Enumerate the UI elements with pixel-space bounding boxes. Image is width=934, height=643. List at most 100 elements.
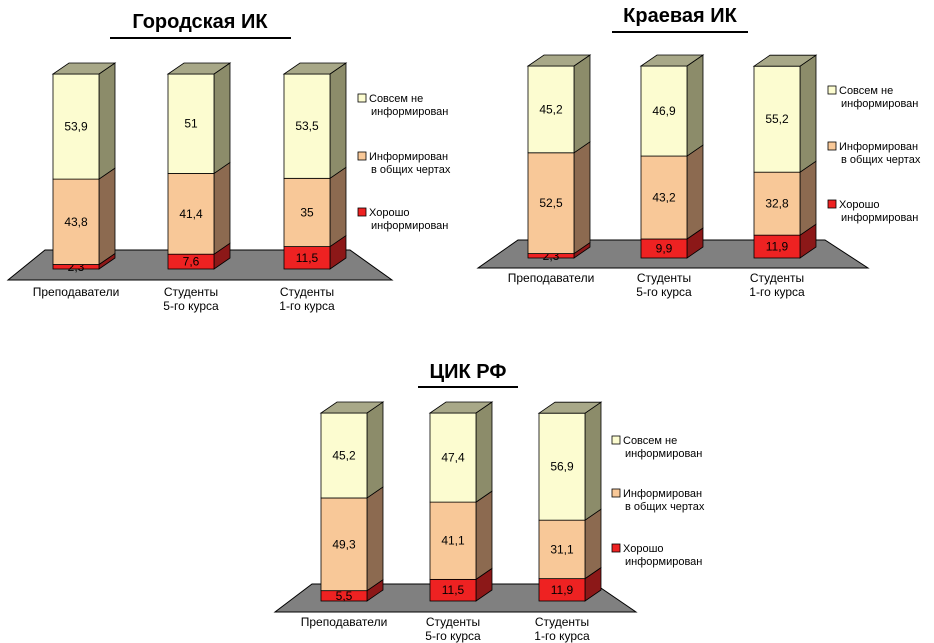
chart-title: Краевая ИК [623, 5, 737, 27]
bar-segment [52, 178, 100, 265]
bar-segment [538, 519, 586, 580]
legend-swatch [611, 488, 621, 498]
legend-label: Совсем не [839, 85, 893, 97]
data-label: 11,9 [766, 240, 789, 254]
bar-top [752, 54, 818, 67]
category-label: Студенты [426, 615, 480, 629]
legend-swatch [357, 93, 367, 103]
category-label: 5-го курса [425, 629, 481, 643]
bar-segment [640, 65, 688, 157]
bar-side [573, 141, 591, 255]
data-label: 7,6 [183, 255, 200, 269]
legend-swatch [827, 85, 837, 95]
bar-side [213, 161, 231, 255]
bar-segment [283, 177, 331, 247]
data-label: 53,5 [295, 119, 319, 133]
legend-swatch [827, 199, 837, 209]
bar-side [573, 54, 591, 154]
category-label: Студенты [535, 615, 589, 629]
bar-top [319, 401, 385, 414]
bar-side [98, 167, 116, 266]
legend-label: информирован [371, 220, 448, 232]
bar-segment [52, 73, 100, 180]
legend-label: информирован [371, 106, 448, 118]
legend-label: информирован [625, 448, 702, 460]
bar-top [166, 62, 232, 75]
bar-side [584, 508, 602, 580]
data-label: 11,5 [442, 583, 465, 597]
bar-segment [429, 501, 477, 580]
legend-label: в общих чертах [625, 501, 705, 513]
legend-swatch [357, 151, 367, 161]
data-label: 43,8 [64, 215, 88, 229]
data-label: 52,5 [539, 196, 563, 210]
bar-top [428, 401, 494, 414]
category-label: Студенты [280, 285, 334, 299]
legend-swatch [827, 141, 837, 151]
bar-segment [538, 412, 586, 521]
category-label: 1-го курса [534, 629, 590, 643]
data-label: 43,2 [652, 191, 676, 205]
legend-swatch [611, 543, 621, 553]
category-label: 1-го курса [749, 285, 805, 299]
bar-side [329, 166, 347, 248]
bar-segment [320, 412, 368, 499]
data-label: 49,3 [332, 537, 356, 551]
legend-label: информирован [625, 556, 702, 568]
legend-swatch [357, 207, 367, 217]
bar-segment [320, 497, 368, 592]
legend-label: Хорошо [369, 207, 410, 219]
data-label: 9,9 [656, 241, 673, 255]
data-label: 45,2 [332, 448, 356, 462]
bar-segment [753, 65, 801, 173]
legend-swatch [611, 435, 621, 445]
bar-side [366, 401, 384, 499]
category-label: 5-го курса [636, 285, 692, 299]
bar-side [584, 401, 602, 521]
data-label: 41,4 [179, 207, 203, 221]
category-label: 1-го курса [279, 299, 335, 313]
legend-label: Совсем не [369, 93, 423, 105]
legend-label: информирован [841, 212, 918, 224]
data-label: 35 [300, 205, 314, 219]
category-label: Преподаватели [301, 615, 388, 629]
data-label: 51 [184, 117, 198, 131]
bar-segment [640, 155, 688, 240]
bar-side [366, 486, 384, 592]
bar-top [526, 54, 592, 67]
data-label: 56,9 [550, 460, 574, 474]
legend-label: Хорошо [839, 199, 880, 211]
bar-side [475, 401, 493, 503]
category-label: Преподаватели [508, 271, 595, 285]
data-label: 53,9 [64, 120, 88, 134]
data-label: 32,8 [765, 197, 789, 211]
bar-side [799, 54, 817, 173]
category-label: 5-го курса [163, 299, 219, 313]
category-label: Преподаватели [33, 285, 120, 299]
bar-segment [527, 65, 575, 154]
category-label: Студенты [750, 271, 804, 285]
bar-side [799, 160, 817, 236]
chart-title: ЦИК РФ [430, 361, 507, 383]
legend-label: в общих чертах [371, 164, 451, 176]
bar-segment [527, 152, 575, 254]
data-label: 31,1 [550, 542, 574, 556]
chart-title: Городская ИК [132, 11, 268, 33]
legend-label: Совсем не [623, 435, 677, 447]
data-label: 46,9 [652, 104, 676, 118]
bar-side [329, 62, 347, 180]
data-label: 47,4 [441, 451, 465, 465]
legend-label: Информирован [623, 488, 702, 500]
legend-label: в общих чертах [841, 154, 921, 166]
data-label: 5,5 [336, 589, 353, 603]
bar-side [98, 62, 116, 180]
data-label: 11,5 [296, 251, 319, 265]
category-label: Студенты [164, 285, 218, 299]
legend-label: Информирован [839, 141, 918, 153]
bar-side [686, 54, 704, 157]
data-label: 41,1 [441, 534, 465, 548]
bar-segment [753, 171, 801, 236]
bar-side [686, 144, 704, 240]
bar-side [213, 62, 231, 175]
bar-top [51, 62, 117, 75]
